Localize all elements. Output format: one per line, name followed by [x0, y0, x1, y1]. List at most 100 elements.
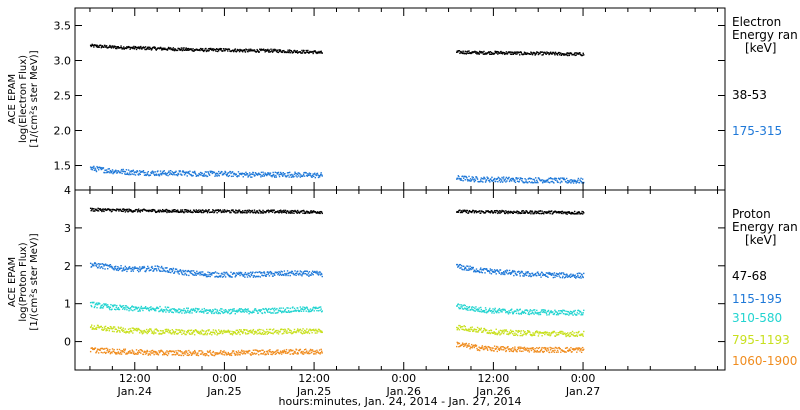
proton-data-point [490, 273, 493, 275]
proton-data-point [308, 211, 310, 214]
proton-data-point [486, 349, 489, 351]
proton-data-point [564, 313, 567, 316]
electron-data-point [258, 51, 260, 53]
proton-data-point [159, 329, 162, 332]
proton-data-point [173, 331, 175, 333]
proton-data-point [468, 306, 470, 309]
proton-data-point [302, 331, 305, 333]
proton-data-point [522, 334, 524, 336]
proton-data-point [539, 331, 541, 333]
proton-data-point [276, 331, 279, 334]
electron-data-point [532, 182, 535, 184]
proton-data-point [502, 346, 504, 348]
proton-data-point [207, 210, 209, 212]
electron-data-point [167, 171, 170, 174]
electron-data-point [151, 170, 154, 172]
proton-data-point [130, 309, 132, 311]
electron-data-point [135, 48, 138, 51]
proton-data-point [582, 349, 584, 351]
electron-data-point [459, 177, 461, 180]
proton-data-point [298, 274, 300, 276]
proton-data-point [197, 211, 200, 214]
electron-y-tick-label: 1.5 [54, 160, 72, 173]
proton-data-point [537, 347, 540, 350]
proton-data-point [571, 275, 574, 277]
proton-data-point [125, 267, 128, 269]
proton-data-point [294, 270, 296, 272]
electron-data-point [287, 174, 289, 176]
proton-data-point [460, 211, 462, 213]
proton-data-point [230, 354, 233, 357]
proton-data-point [187, 307, 190, 309]
electron-data-point [481, 52, 483, 54]
proton-data-point [317, 271, 319, 274]
proton-data-point [467, 329, 469, 332]
proton-data-point [305, 212, 307, 215]
proton-data-point [297, 353, 299, 355]
proton-data-point [581, 274, 583, 276]
electron-data-point [537, 53, 540, 56]
proton-data-point [160, 265, 163, 268]
proton-data-point [244, 353, 247, 355]
proton-data-point [514, 270, 516, 273]
proton-data-point [485, 329, 488, 331]
proton-data-point [568, 211, 571, 213]
proton-data-point [321, 212, 323, 215]
proton-data-point [482, 269, 485, 271]
electron-data-point [576, 181, 579, 183]
electron-data-point [123, 48, 125, 50]
electron-data-point [179, 170, 181, 172]
proton-data-point [228, 210, 231, 212]
proton-data-point [272, 275, 274, 277]
electron-data-point [515, 53, 517, 55]
proton-data-point [151, 209, 153, 211]
proton-data-point [321, 310, 323, 312]
proton-data-point [467, 269, 470, 271]
proton-data-point [484, 272, 486, 274]
proton-data-point [527, 310, 529, 312]
electron-data-point [198, 48, 201, 51]
proton-data-point [242, 310, 244, 313]
electron-data-point [545, 53, 548, 55]
proton-data-point [234, 331, 236, 334]
electron-data-point [110, 171, 113, 174]
electron-data-point [185, 47, 187, 49]
proton-data-point [203, 307, 206, 310]
electron-data-point [254, 172, 257, 174]
proton-data-point [164, 332, 166, 334]
proton-data-point [177, 270, 180, 272]
proton-data-point [204, 210, 207, 213]
proton-data-point [118, 352, 120, 355]
proton-data-point [148, 353, 151, 355]
electron-legend-unit: [keV] [745, 41, 776, 55]
proton-data-point [477, 309, 480, 311]
electron-data-point [566, 52, 568, 54]
proton-data-point [283, 332, 285, 334]
proton-data-point [480, 308, 482, 311]
proton-data-point [283, 310, 286, 312]
proton-data-point [174, 270, 176, 273]
proton-data-point [108, 307, 111, 309]
proton-data-point [259, 331, 261, 333]
electron-data-point [103, 46, 105, 48]
proton-data-point [497, 212, 499, 215]
proton-data-point [456, 345, 458, 348]
electron-data-point [108, 46, 111, 48]
proton-data-point [178, 273, 180, 275]
proton-data-point [274, 353, 276, 355]
proton-data-point [465, 328, 467, 330]
electron-data-point [109, 169, 112, 172]
electron-data-point [104, 169, 107, 171]
proton-data-point [482, 309, 485, 312]
proton-data-point [275, 352, 278, 355]
proton-data-point [519, 334, 521, 337]
electron-data-point [265, 173, 267, 175]
proton-data-point [247, 274, 250, 276]
proton-data-point [119, 304, 121, 307]
proton-data-point [206, 309, 209, 311]
proton-data-point [230, 311, 233, 314]
proton-data-point [223, 209, 226, 211]
electron-legend: Electron Energy ran [keV] 38-53 175-315 [732, 15, 798, 138]
proton-data-point [305, 272, 307, 275]
electron-data-point [91, 166, 93, 169]
